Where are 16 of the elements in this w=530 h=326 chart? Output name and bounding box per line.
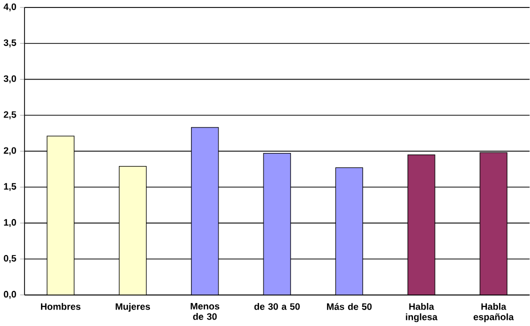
x-tick-label: de 30 a 50 [254,303,300,310]
x-tick-label: Hombres [40,303,80,310]
x-tick-label: Más de 50 [327,303,372,310]
y-tick-label: 2,5 [4,111,16,120]
y-tick-label: 3,0 [4,76,16,84]
x-tick-label: Habla española [474,303,514,322]
x-tick-label: Habla inglesa [406,303,438,322]
y-tick-label: 0,0 [4,291,16,300]
y-tick-label: 3,5 [4,40,16,48]
y-tick-label: 1,0 [4,219,16,228]
y-tick-label: 0,5 [4,255,16,264]
y-tick-label: 2,0 [4,147,16,156]
x-tick-label: Menos de 30 [190,303,220,320]
y-tick-label: 4,0 [4,4,16,12]
x-tick-label: Mujeres [116,303,150,312]
y-tick-label: 1,5 [4,183,16,192]
